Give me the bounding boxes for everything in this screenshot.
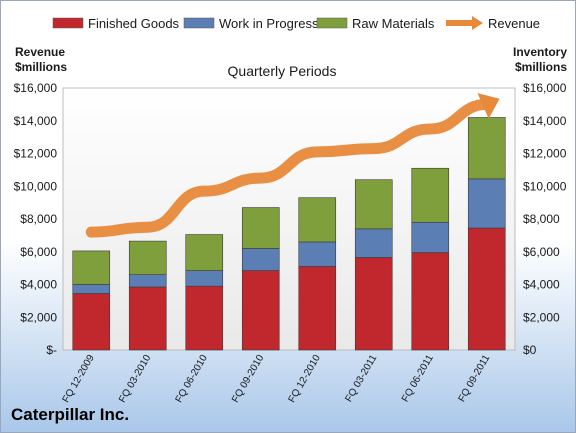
left-axis-title-line2: $millions — [15, 60, 67, 74]
bar-raw-materials — [72, 250, 111, 285]
x-tick-label: FQ 06-2010 — [174, 353, 210, 405]
bar-finished-goods — [298, 266, 337, 351]
legend-line-arrow — [472, 16, 483, 30]
x-tick-label: FQ 03-2011 — [344, 353, 380, 404]
legend-swatch-1 — [183, 17, 215, 29]
right-axis-title-line1: Inventory — [513, 45, 567, 59]
left-tick-label: $6,000 — [20, 245, 57, 259]
right-axis-title-line2: $millions — [515, 60, 567, 74]
bar-work-in-progress — [298, 241, 337, 267]
right-tick-label: $8,000 — [523, 212, 560, 226]
x-tick-label: FQ 03-2010 — [117, 353, 153, 405]
bar-raw-materials — [298, 197, 337, 243]
right-tick-label: $16,000 — [523, 81, 567, 95]
bar-work-in-progress — [185, 270, 224, 287]
legend-label-0: Finished Goods — [88, 16, 180, 31]
bar-finished-goods — [185, 285, 224, 351]
bar-work-in-progress — [467, 178, 506, 229]
left-tick-label: $10,000 — [14, 179, 58, 193]
bar-finished-goods — [241, 270, 280, 351]
period-label: Quarterly Periods — [228, 63, 337, 79]
left-tick-label: $16,000 — [14, 81, 58, 95]
x-tick-label: FQ 12-2009 — [61, 353, 97, 405]
x-axis: FQ 12-2009 FQ 03-2010 FQ 06-2010 FQ 09-2010… — [61, 353, 493, 405]
left-axis: $16,000 $14,000 $12,000 $10,000 $8,000 $6,000… — [14, 81, 58, 357]
bars — [72, 117, 506, 351]
left-tick-label: $4,000 — [20, 278, 57, 292]
bar-work-in-progress — [354, 228, 393, 258]
left-tick-label: $2,000 — [20, 310, 57, 324]
legend-swatch-0 — [52, 17, 84, 29]
bar-finished-goods — [467, 227, 506, 351]
bar-raw-materials — [128, 240, 167, 275]
bar-raw-materials — [411, 167, 450, 223]
left-tick-label: $14,000 — [14, 114, 58, 128]
right-tick-label: $0 — [523, 343, 537, 357]
bar-raw-materials — [241, 207, 280, 249]
bar-work-in-progress — [128, 274, 167, 288]
legend-swatch-2 — [316, 17, 348, 29]
bar-raw-materials — [467, 117, 506, 180]
legend-label-2: Raw Materials — [352, 16, 435, 31]
bar-work-in-progress — [411, 221, 450, 253]
right-tick-label: $4,000 — [523, 278, 560, 292]
bar-finished-goods — [72, 293, 111, 351]
revenue-arrowhead — [477, 93, 500, 119]
left-tick-label: $- — [46, 343, 57, 357]
x-tick-label: FQ 06-2011 — [400, 353, 436, 404]
bar-work-in-progress — [241, 248, 280, 271]
right-tick-label: $2,000 — [523, 310, 560, 324]
bar-finished-goods — [411, 252, 450, 351]
bar-raw-materials — [354, 179, 393, 230]
bar-finished-goods — [354, 257, 393, 351]
legend-label-1: Work in Progress — [219, 16, 319, 31]
right-tick-label: $14,000 — [523, 114, 567, 128]
x-tick-label: FQ 12-2010 — [287, 353, 323, 405]
right-tick-label: $6,000 — [523, 245, 560, 259]
x-tick-label: FQ 09-2011 — [457, 353, 493, 404]
right-tick-label: $12,000 — [523, 147, 567, 161]
bar-finished-goods — [128, 286, 167, 351]
company-name: Caterpillar Inc. — [11, 405, 130, 424]
x-tick-label: FQ 09-2010 — [230, 353, 266, 405]
right-axis: $16,000 $14,000 $12,000 $10,000 $8,000 $6,000… — [523, 81, 567, 357]
revenue-line — [85, 98, 493, 238]
bar-raw-materials — [185, 234, 224, 271]
right-tick-label: $10,000 — [523, 179, 567, 193]
revenue-line-group — [85, 93, 500, 238]
left-tick-label: $8,000 — [20, 212, 57, 226]
left-tick-label: $12,000 — [14, 147, 58, 161]
bar-work-in-progress — [72, 284, 111, 294]
legend: Finished Goods Work in Progress Raw Materi… — [52, 16, 540, 31]
legend-label-revenue: Revenue — [488, 16, 540, 31]
left-axis-title-line1: Revenue — [15, 45, 65, 59]
